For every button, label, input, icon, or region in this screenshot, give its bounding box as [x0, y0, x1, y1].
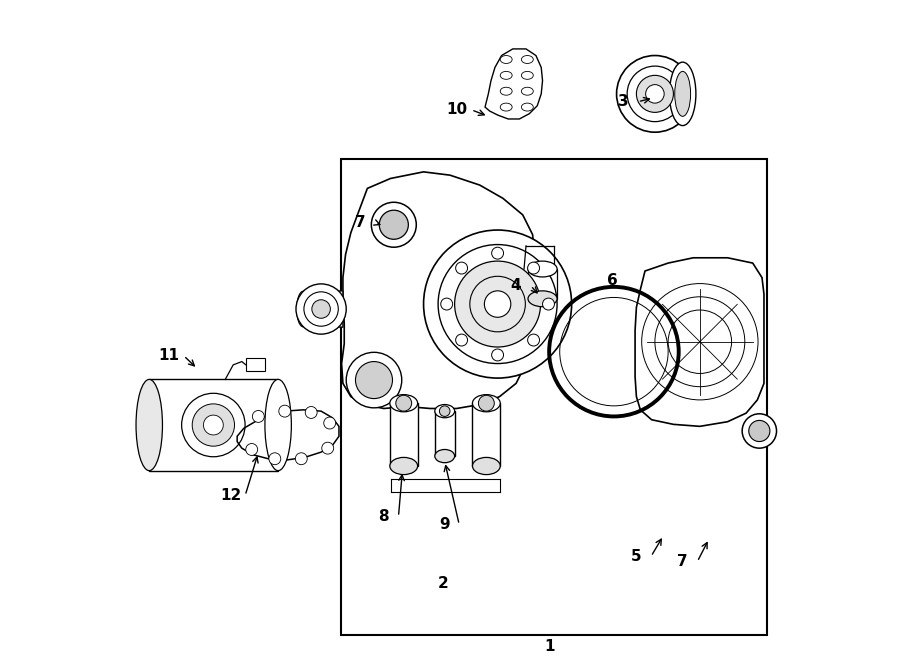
Text: 1: 1	[544, 639, 554, 654]
Circle shape	[527, 334, 539, 346]
Polygon shape	[303, 291, 343, 327]
Circle shape	[645, 85, 664, 103]
Bar	[341, 159, 768, 635]
Polygon shape	[635, 258, 764, 426]
Ellipse shape	[500, 71, 512, 79]
Text: 3: 3	[618, 95, 628, 109]
Text: 10: 10	[446, 102, 467, 117]
Ellipse shape	[675, 71, 690, 116]
Text: 7: 7	[356, 215, 366, 230]
Ellipse shape	[528, 261, 557, 277]
Text: 6: 6	[607, 274, 617, 288]
Text: 2: 2	[438, 576, 449, 590]
Circle shape	[616, 56, 693, 132]
Ellipse shape	[521, 87, 534, 95]
Ellipse shape	[265, 379, 292, 471]
Circle shape	[396, 395, 411, 411]
Bar	[472, 403, 500, 466]
Ellipse shape	[521, 56, 534, 63]
Circle shape	[491, 247, 503, 259]
Circle shape	[455, 334, 468, 346]
Circle shape	[479, 395, 494, 411]
Circle shape	[636, 75, 673, 112]
Bar	[390, 403, 418, 466]
Circle shape	[203, 415, 223, 435]
Circle shape	[193, 404, 235, 446]
Circle shape	[296, 284, 346, 334]
Bar	[149, 379, 278, 471]
Text: 9: 9	[439, 518, 450, 532]
Circle shape	[379, 210, 409, 239]
Ellipse shape	[670, 62, 696, 126]
Circle shape	[527, 262, 539, 274]
Ellipse shape	[521, 71, 534, 79]
Circle shape	[312, 300, 330, 319]
Ellipse shape	[500, 87, 512, 95]
Text: 7: 7	[678, 555, 688, 569]
Polygon shape	[485, 49, 543, 119]
Circle shape	[484, 291, 511, 317]
Polygon shape	[238, 410, 339, 460]
Ellipse shape	[528, 291, 557, 307]
Ellipse shape	[472, 457, 500, 475]
Ellipse shape	[390, 457, 418, 475]
Bar	[247, 358, 265, 371]
Circle shape	[252, 410, 265, 422]
Circle shape	[424, 230, 572, 378]
Circle shape	[305, 407, 317, 418]
Ellipse shape	[472, 395, 500, 412]
Circle shape	[543, 298, 554, 310]
Ellipse shape	[521, 103, 534, 111]
Circle shape	[742, 414, 777, 448]
Circle shape	[324, 417, 336, 429]
Ellipse shape	[297, 292, 310, 327]
Ellipse shape	[390, 395, 418, 412]
Circle shape	[246, 444, 257, 455]
Circle shape	[454, 261, 541, 347]
Ellipse shape	[435, 449, 454, 463]
Ellipse shape	[136, 379, 163, 471]
Circle shape	[441, 298, 453, 310]
Circle shape	[295, 453, 307, 465]
Ellipse shape	[435, 405, 454, 418]
Text: 8: 8	[379, 510, 389, 524]
Ellipse shape	[500, 103, 512, 111]
Polygon shape	[342, 172, 535, 408]
Circle shape	[279, 405, 291, 417]
Circle shape	[439, 406, 450, 416]
Circle shape	[269, 453, 281, 465]
Text: 5: 5	[631, 549, 642, 564]
Ellipse shape	[500, 56, 512, 63]
Circle shape	[322, 442, 334, 454]
Circle shape	[455, 262, 468, 274]
Bar	[528, 269, 557, 299]
Circle shape	[356, 362, 392, 399]
Circle shape	[491, 349, 503, 361]
Bar	[435, 411, 454, 456]
Circle shape	[346, 352, 401, 408]
Circle shape	[372, 202, 417, 247]
Text: 11: 11	[158, 348, 180, 363]
Text: 12: 12	[220, 488, 241, 503]
Text: 4: 4	[511, 278, 521, 293]
Circle shape	[749, 420, 770, 442]
